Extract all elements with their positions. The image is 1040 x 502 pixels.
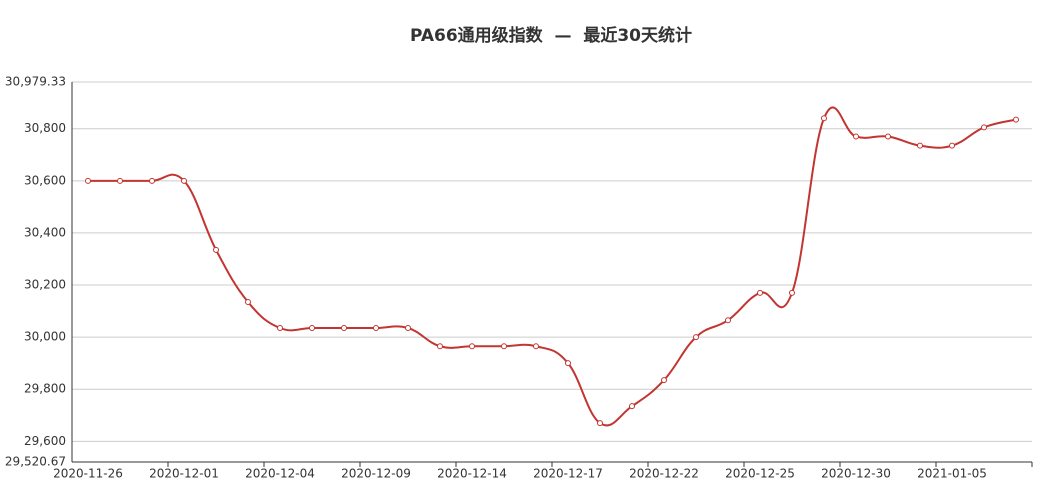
- y-tick-label: 29,520.67: [5, 455, 66, 469]
- point: [821, 115, 827, 122]
- y-tick-label: 30,400: [24, 225, 66, 239]
- x-tick-label: 2020-12-17: [533, 467, 603, 481]
- x-tick-label: 2021-01-05: [917, 467, 987, 481]
- y-tick-label: 30,600: [24, 173, 66, 187]
- point: [213, 246, 219, 253]
- point: [501, 343, 507, 350]
- x-tick-label: 2020-12-30: [821, 467, 891, 481]
- x-tick-label: 2020-12-14: [437, 467, 507, 481]
- point: [629, 403, 635, 410]
- point: [245, 298, 251, 305]
- y-tick-label: 30,979.33: [5, 75, 66, 89]
- x-tick-label: 2020-12-22: [629, 467, 699, 481]
- point: [405, 325, 411, 332]
- y-tick-label: 29,800: [24, 382, 66, 396]
- point: [117, 177, 123, 184]
- point: [885, 133, 891, 140]
- x-tick-label: 2020-12-09: [341, 467, 411, 481]
- point: [853, 133, 859, 140]
- point: [981, 124, 987, 131]
- point: [1013, 116, 1019, 123]
- point: [949, 142, 955, 149]
- point: [149, 177, 155, 184]
- x-tick-label: 2020-11-26: [53, 467, 123, 481]
- point: [469, 343, 475, 350]
- point: [277, 325, 283, 332]
- point: [309, 325, 315, 332]
- point: [373, 325, 379, 332]
- y-tick-label: 30,200: [24, 278, 66, 292]
- point: [789, 289, 795, 296]
- x-tick-label: 2020-12-04: [245, 467, 315, 481]
- point: [533, 343, 539, 350]
- point: [341, 325, 347, 332]
- point: [597, 420, 603, 427]
- x-tick-label: 2020-12-01: [149, 467, 219, 481]
- point: [565, 360, 571, 367]
- y-tick-label: 30,800: [24, 121, 66, 135]
- point: [661, 377, 667, 384]
- chart-title: PA66通用级指数 — 最近30天统计: [410, 25, 692, 46]
- point: [85, 177, 91, 184]
- point: [757, 289, 763, 296]
- y-tick-label: 30,000: [24, 330, 66, 344]
- line: [88, 106, 1017, 427]
- x-tick-label: 2020-12-25: [725, 467, 795, 481]
- point: [725, 317, 731, 324]
- point: [181, 177, 187, 184]
- point: [693, 334, 699, 341]
- point: [437, 343, 443, 350]
- point: [917, 142, 923, 149]
- y-tick-label: 29,600: [24, 434, 66, 448]
